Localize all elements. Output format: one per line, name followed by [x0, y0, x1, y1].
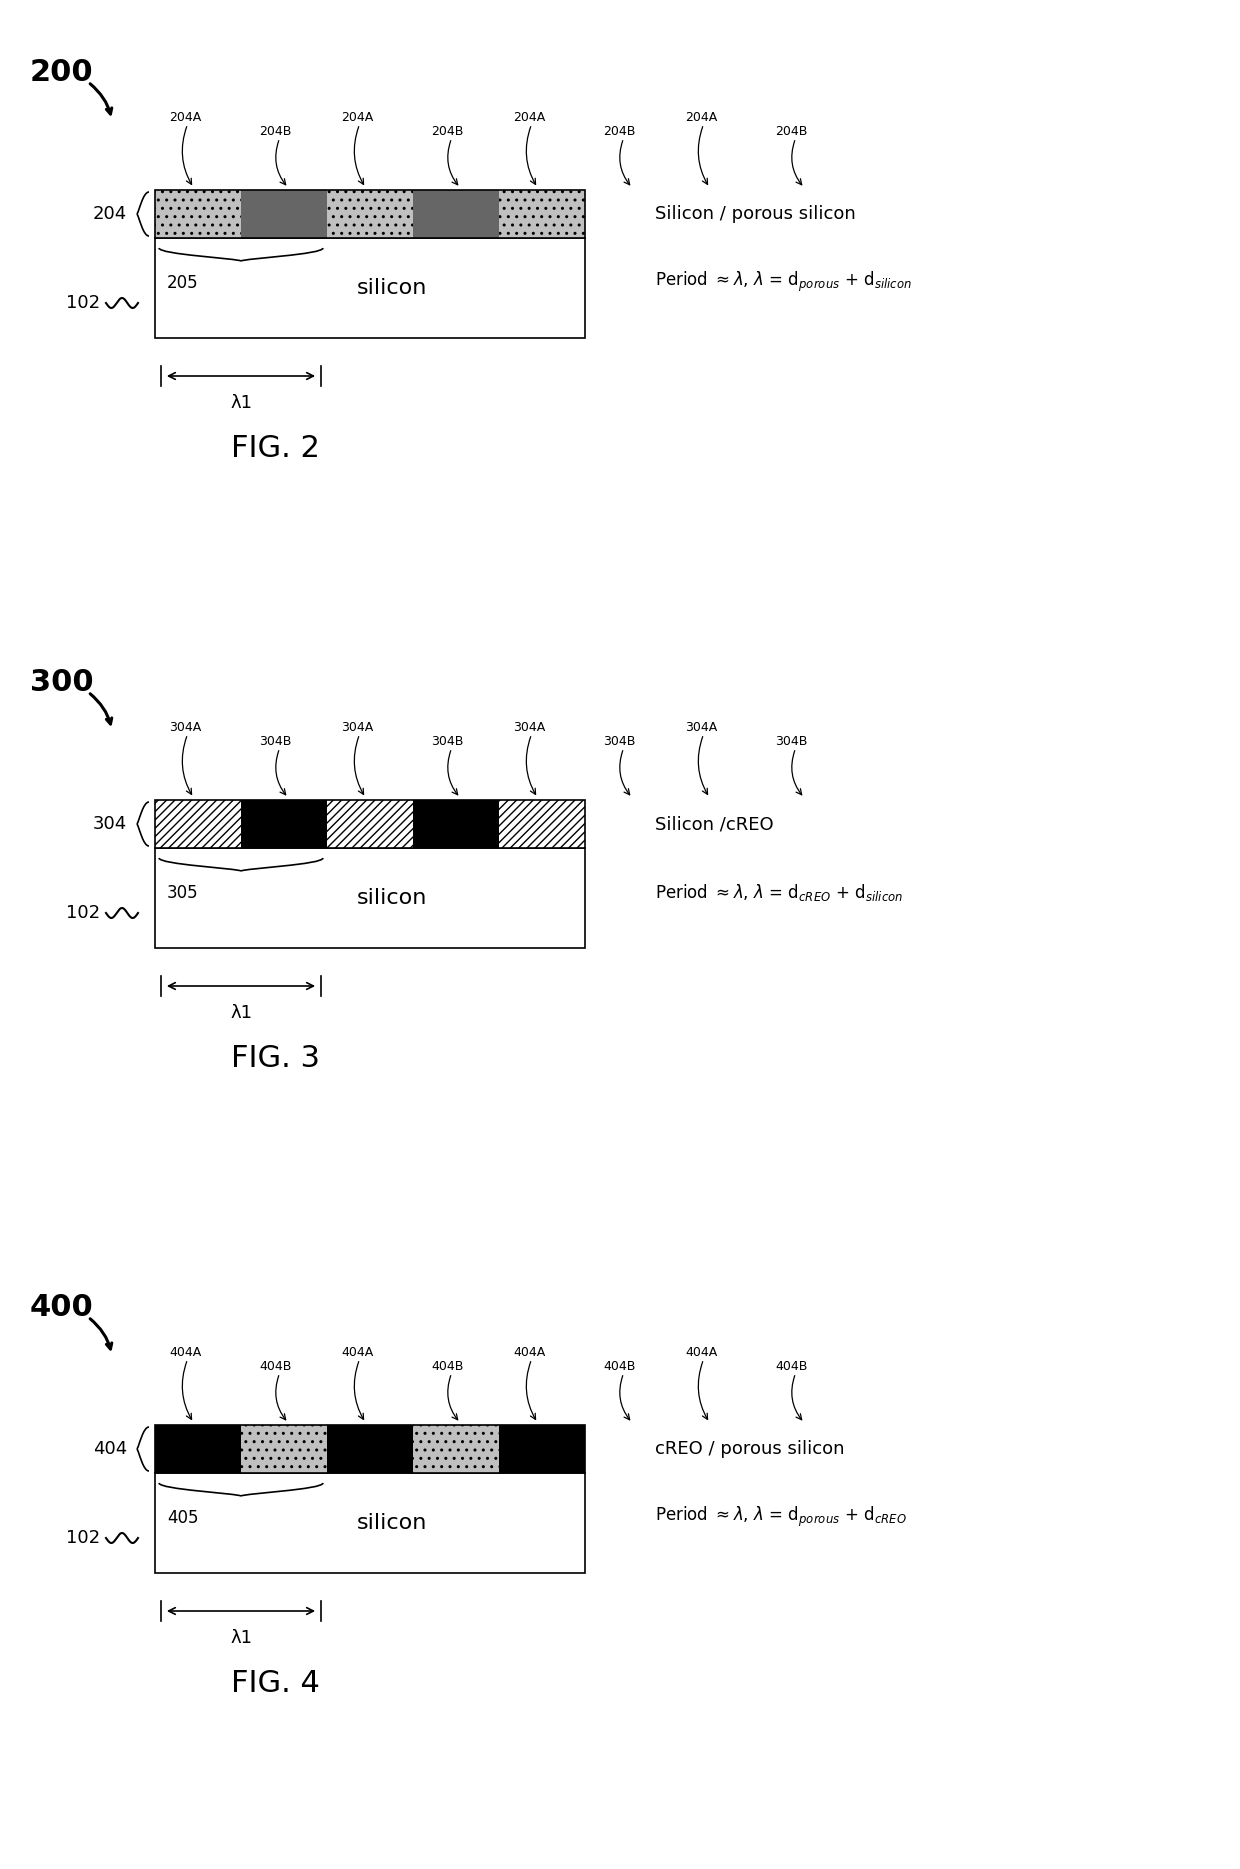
Bar	[155, 849, 585, 948]
Text: 304B: 304B	[603, 735, 636, 748]
Text: 205: 205	[167, 275, 198, 292]
Bar	[155, 800, 585, 849]
Bar	[155, 191, 585, 237]
Text: 404A: 404A	[341, 1346, 373, 1359]
Text: FIG. 4: FIG. 4	[231, 1669, 320, 1699]
Bar	[413, 191, 498, 237]
Text: cREO / porous silicon: cREO / porous silicon	[655, 1439, 844, 1458]
Text: silicon: silicon	[356, 888, 427, 908]
Text: 304A: 304A	[513, 721, 546, 735]
Bar	[498, 1424, 585, 1473]
Text: 304A: 304A	[684, 721, 717, 735]
Bar	[155, 1424, 585, 1473]
Text: Silicon / porous silicon: Silicon / porous silicon	[655, 206, 856, 222]
Text: 102: 102	[66, 905, 100, 921]
Text: 204A: 204A	[684, 110, 717, 123]
Text: 304B: 304B	[259, 735, 291, 748]
Bar	[155, 237, 585, 338]
Text: λ1: λ1	[229, 394, 252, 411]
Text: 405: 405	[167, 1508, 198, 1527]
Text: Period $\approx\lambda$, $\lambda$ = d$_{porous}$ + d$_{silicon}$: Period $\approx\lambda$, $\lambda$ = d$_…	[655, 269, 913, 293]
Text: 204A: 204A	[169, 110, 201, 123]
Text: FIG. 2: FIG. 2	[231, 434, 320, 464]
Text: 404A: 404A	[169, 1346, 201, 1359]
Text: λ1: λ1	[229, 1004, 252, 1022]
Bar	[498, 191, 585, 237]
Text: 404: 404	[93, 1439, 126, 1458]
Text: 204B: 204B	[775, 125, 807, 138]
Text: 404B: 404B	[432, 1361, 464, 1374]
Bar	[155, 1424, 241, 1473]
Bar	[241, 1424, 327, 1473]
Text: 200: 200	[30, 58, 94, 88]
Text: 204B: 204B	[432, 125, 464, 138]
Text: 404B: 404B	[775, 1361, 807, 1374]
Text: 304A: 304A	[169, 721, 201, 735]
Bar	[498, 800, 585, 849]
Bar	[241, 191, 327, 237]
Text: 304A: 304A	[341, 721, 373, 735]
Text: FIG. 3: FIG. 3	[231, 1045, 320, 1073]
Text: silicon: silicon	[356, 278, 427, 297]
Bar	[155, 1473, 585, 1574]
Text: Period $\approx\lambda$, $\lambda$ = d$_{cREO}$ + d$_{silicon}$: Period $\approx\lambda$, $\lambda$ = d$_…	[655, 882, 903, 903]
Bar	[155, 191, 241, 237]
Bar	[413, 1424, 498, 1473]
Text: 204A: 204A	[341, 110, 373, 123]
Text: 304B: 304B	[775, 735, 807, 748]
Text: 304B: 304B	[432, 735, 464, 748]
Bar	[413, 800, 498, 849]
Text: λ1: λ1	[229, 1630, 252, 1647]
Text: 102: 102	[66, 293, 100, 312]
Text: 204A: 204A	[513, 110, 546, 123]
Text: 204B: 204B	[259, 125, 291, 138]
Bar	[327, 191, 413, 237]
Bar	[155, 800, 241, 849]
Bar	[327, 1424, 413, 1473]
Text: 404A: 404A	[513, 1346, 546, 1359]
Text: 400: 400	[30, 1293, 94, 1321]
Text: Period $\approx\lambda$, $\lambda$ = d$_{porous}$ + d$_{cREO}$: Period $\approx\lambda$, $\lambda$ = d$_…	[655, 1505, 906, 1529]
Text: 404B: 404B	[603, 1361, 636, 1374]
Text: 102: 102	[66, 1529, 100, 1548]
Text: 305: 305	[167, 884, 198, 903]
Text: 304: 304	[93, 815, 126, 834]
Text: 300: 300	[30, 667, 94, 697]
Text: Silicon /cREO: Silicon /cREO	[655, 815, 774, 834]
Text: 404B: 404B	[259, 1361, 291, 1374]
Bar	[241, 800, 327, 849]
Text: silicon: silicon	[356, 1514, 427, 1533]
Text: 204: 204	[93, 206, 126, 222]
Text: 204B: 204B	[603, 125, 636, 138]
Bar	[327, 800, 413, 849]
Text: 404A: 404A	[684, 1346, 717, 1359]
